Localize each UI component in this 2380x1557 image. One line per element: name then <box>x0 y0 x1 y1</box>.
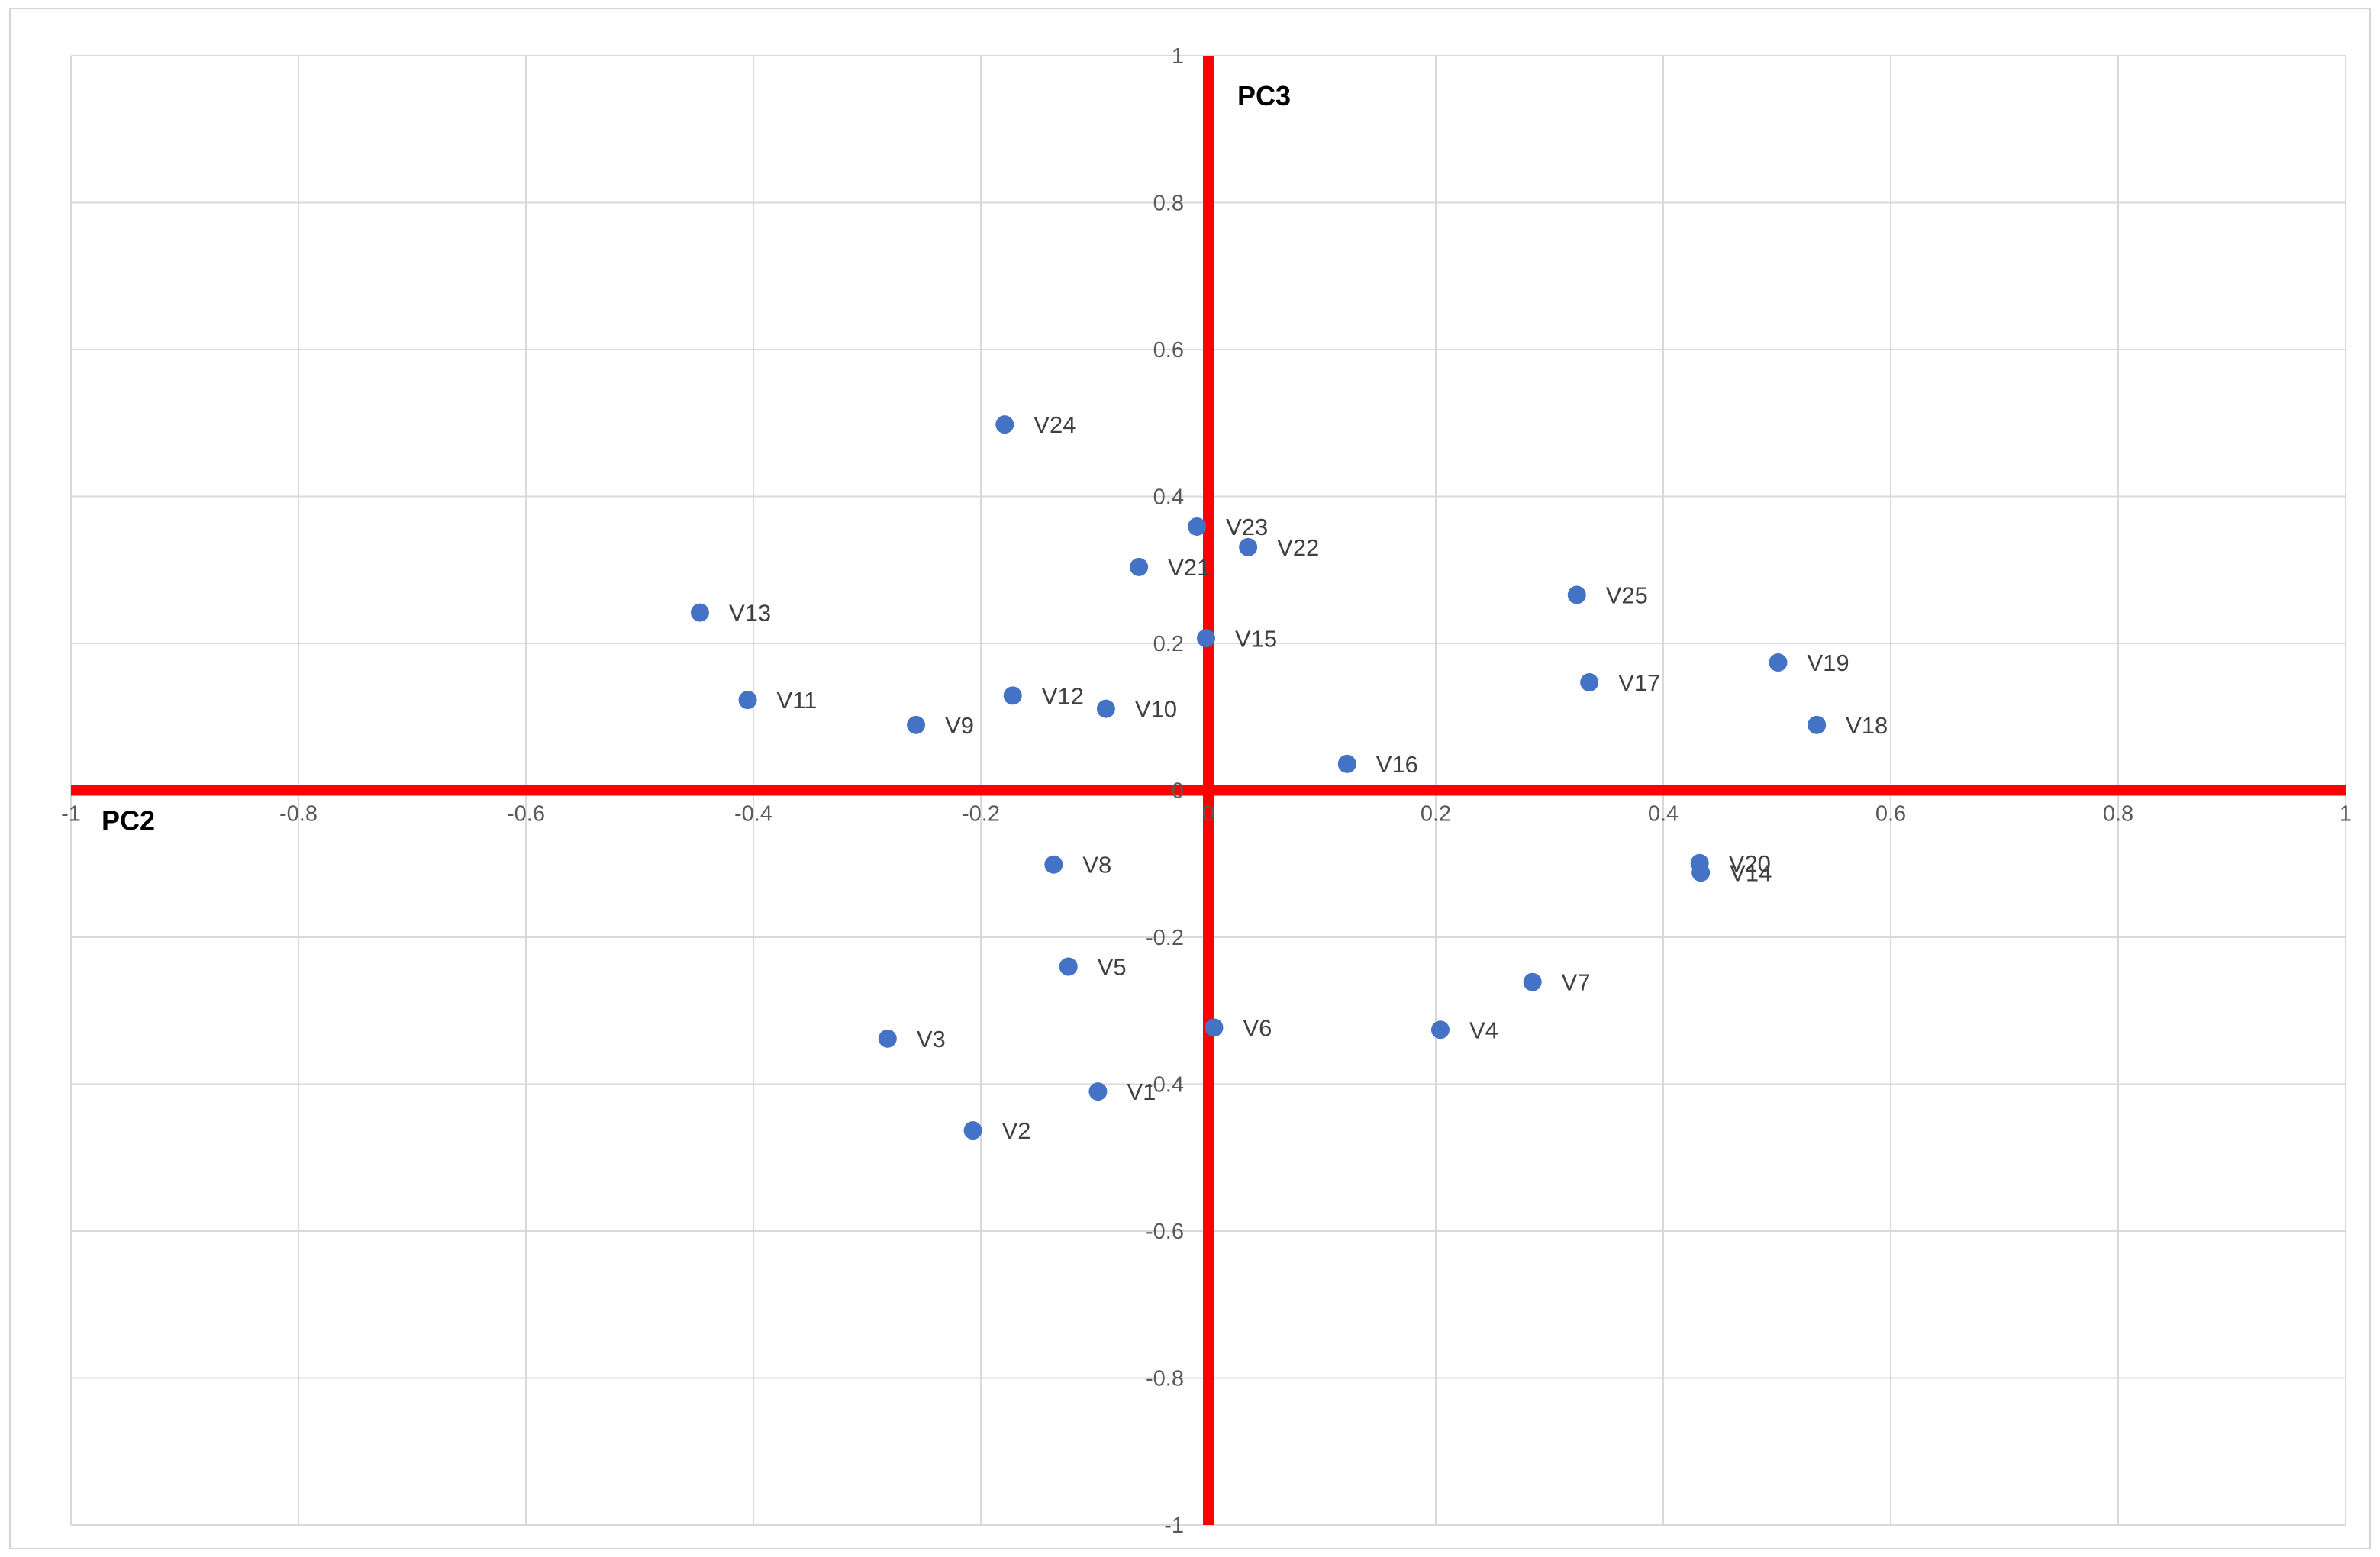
x-axis-title: PC2 <box>102 805 155 837</box>
data-point-v15 <box>1197 629 1216 648</box>
x-tick-label: 0.6 <box>1875 802 1906 827</box>
data-point-v10 <box>1096 699 1115 718</box>
data-point-v23 <box>1188 517 1207 536</box>
y-tick-label: -0.8 <box>1146 1367 1184 1391</box>
data-point-v13 <box>690 603 709 622</box>
x-tick-label: 0 <box>1202 802 1214 827</box>
y-tick-label: -0.4 <box>1146 1073 1184 1098</box>
data-label-v1: V1 <box>1127 1078 1156 1105</box>
y-tick-label: 0.6 <box>1153 338 1184 363</box>
x-tick-label: -0.4 <box>734 802 772 827</box>
data-label-v3: V3 <box>917 1026 946 1053</box>
data-label-v23: V23 <box>1226 514 1268 540</box>
data-label-v19: V19 <box>1807 650 1849 676</box>
data-point-v18 <box>1808 715 1827 734</box>
data-label-v24: V24 <box>1034 411 1076 438</box>
x-tick-label: 0.8 <box>2103 802 2133 827</box>
data-label-v6: V6 <box>1243 1014 1272 1041</box>
data-point-v19 <box>1769 653 1788 672</box>
data-point-v12 <box>1003 686 1022 705</box>
data-label-v22: V22 <box>1277 534 1319 561</box>
x-tick-labels: -1 -0.8 -0.6 -0.4 -0.2 0 0.2 0.4 0.6 0.8 1 <box>61 802 2352 827</box>
x-tick-label: -0.8 <box>279 802 318 827</box>
data-label-v4: V4 <box>1469 1017 1498 1043</box>
data-point-v21 <box>1130 557 1149 576</box>
x-tick-label: 0.4 <box>1648 802 1679 827</box>
y-tick-label: 0.4 <box>1153 485 1184 510</box>
data-point-v4 <box>1430 1020 1450 1040</box>
data-label-v8: V8 <box>1082 852 1111 878</box>
x-tick-label: -0.2 <box>962 802 1000 827</box>
data-point-v16 <box>1337 754 1356 773</box>
data-label-v7: V7 <box>1562 969 1591 996</box>
data-label-v9: V9 <box>945 712 974 739</box>
data-label-v13: V13 <box>729 600 771 627</box>
data-label-v18: V18 <box>1846 712 1888 739</box>
data-label-v17: V17 <box>1618 669 1660 696</box>
data-points: V1 V2 V3 V4 V5 V6 V7 V8 V9 V10 V11 V12 V13 V14 V15 V16 V… <box>690 411 1888 1144</box>
data-label-v21: V21 <box>1168 554 1210 581</box>
data-point-v22 <box>1239 537 1258 556</box>
data-point-v20 <box>1690 853 1709 872</box>
data-point-v6 <box>1205 1018 1224 1037</box>
data-label-v25: V25 <box>1606 582 1648 608</box>
data-label-v14: V14 <box>1730 859 1772 886</box>
data-point-v7 <box>1523 972 1542 991</box>
axes <box>71 56 2346 1525</box>
y-tick-label: 0 <box>1172 779 1184 804</box>
x-tick-label: -1 <box>61 802 81 827</box>
data-label-v11: V11 <box>777 687 818 714</box>
data-point-v2 <box>963 1121 982 1140</box>
y-tick-label: 0.8 <box>1153 192 1184 216</box>
data-point-v8 <box>1044 855 1063 874</box>
y-tick-label: 1 <box>1172 44 1184 69</box>
x-tick-label: -0.6 <box>507 802 545 827</box>
y-axis-title: PC3 <box>1237 80 1291 111</box>
data-label-v12: V12 <box>1042 682 1084 709</box>
data-point-v24 <box>995 415 1014 434</box>
data-label-v15: V15 <box>1235 625 1277 652</box>
data-label-v10: V10 <box>1135 696 1177 723</box>
y-tick-label: 0.2 <box>1153 632 1184 656</box>
x-tick-label: 0.2 <box>1421 802 1451 827</box>
data-point-v17 <box>1580 673 1599 692</box>
data-label-v16: V16 <box>1376 751 1418 778</box>
data-point-v9 <box>907 715 926 734</box>
y-tick-label: -0.6 <box>1146 1220 1184 1244</box>
y-tick-label: -0.2 <box>1146 926 1184 950</box>
y-tick-labels: 1 0.8 0.6 0.4 0.2 0 -0.2 -0.4 -0.6 -0.8 -1 <box>1146 44 1184 1538</box>
data-label-v2: V2 <box>1002 1117 1031 1144</box>
x-tick-label: 1 <box>2340 802 2352 827</box>
data-point-v11 <box>738 691 757 710</box>
data-point-v3 <box>878 1029 897 1048</box>
chart-frame <box>9 8 2371 1549</box>
data-label-v20: V20 <box>1729 850 1771 877</box>
data-label-v5: V5 <box>1098 954 1127 981</box>
y-tick-label: -1 <box>1164 1513 1184 1538</box>
data-point-v5 <box>1059 957 1078 976</box>
data-point-v1 <box>1088 1082 1108 1101</box>
data-point-v25 <box>1567 585 1586 604</box>
